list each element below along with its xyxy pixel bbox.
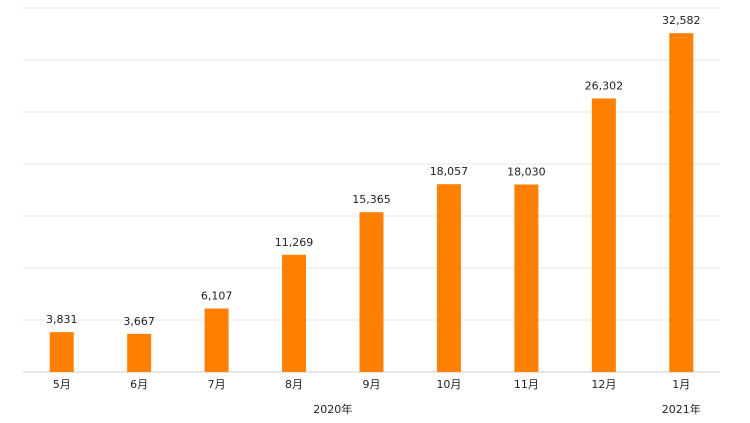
value-label: 11,269 <box>275 236 314 249</box>
bar <box>591 98 616 372</box>
bar <box>669 33 694 372</box>
value-label: 3,831 <box>46 313 78 326</box>
x-tick-label: 10月 <box>436 378 461 391</box>
x-tick-label: 9月 <box>363 378 381 391</box>
group-label: 2021年 <box>662 402 701 416</box>
bar <box>49 332 74 372</box>
bar <box>514 184 539 372</box>
bar <box>359 212 384 372</box>
x-tick-label: 1月 <box>672 378 690 391</box>
x-tick-label: 5月 <box>53 378 71 391</box>
bar <box>204 308 229 372</box>
bar <box>436 184 461 372</box>
bar <box>127 333 152 372</box>
value-label: 26,302 <box>585 79 624 92</box>
x-tick-label: 6月 <box>130 378 148 391</box>
bar <box>282 254 307 372</box>
value-label: 32,582 <box>662 14 701 27</box>
x-tick-label: 8月 <box>285 378 303 391</box>
value-label: 6,107 <box>201 289 233 302</box>
x-tick-label: 12月 <box>591 378 616 391</box>
value-label: 18,057 <box>430 165 469 178</box>
group-label: 2020年 <box>313 402 352 416</box>
x-tick-label: 7月 <box>208 378 226 391</box>
x-tick-label: 11月 <box>514 378 539 391</box>
value-label: 15,365 <box>352 193 391 206</box>
value-label: 3,667 <box>123 315 155 328</box>
value-label: 18,030 <box>507 165 546 178</box>
